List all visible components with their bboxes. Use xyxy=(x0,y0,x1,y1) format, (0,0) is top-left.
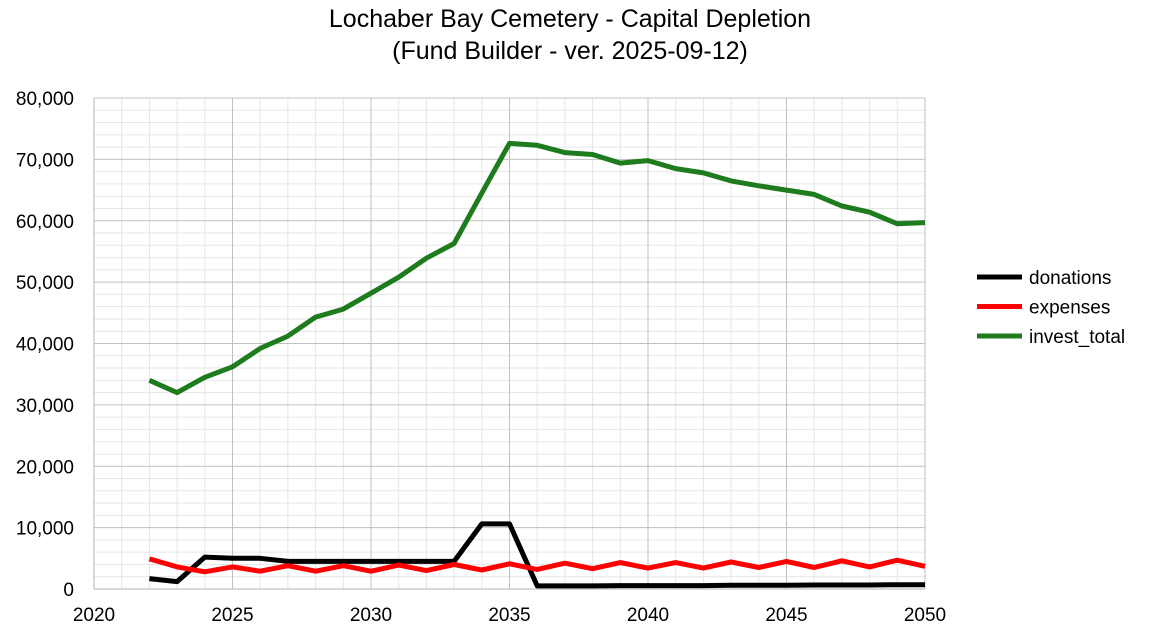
legend-label-invest_total: invest_total xyxy=(1029,327,1125,348)
y-tick-label: 60,000 xyxy=(16,212,74,233)
x-tick-label: 2045 xyxy=(765,605,807,626)
y-tick-label: 30,000 xyxy=(16,396,74,417)
y-tick-label: 70,000 xyxy=(16,150,74,171)
x-tick-label: 2020 xyxy=(73,605,115,626)
legend-label-expenses: expenses xyxy=(1029,298,1110,319)
y-tick-label: 20,000 xyxy=(16,457,74,478)
series-lines xyxy=(148,140,926,589)
x-tick-label: 2035 xyxy=(488,605,530,626)
x-tick-label: 2030 xyxy=(350,605,392,626)
tick-labels: 0 10,000 20,000 30,000 40,000 50,000 60,000 70,… xyxy=(16,89,946,626)
series-line-invest_total xyxy=(148,140,926,396)
y-tick-label: 40,000 xyxy=(16,335,74,356)
series-line-expenses xyxy=(148,556,926,575)
x-tick-label: 2050 xyxy=(904,605,946,626)
chart-title-line1: Lochaber Bay Cemetery - Capital Depletio… xyxy=(329,5,811,33)
x-tick-label: 2025 xyxy=(211,605,253,626)
legend-label-donations: donations xyxy=(1029,268,1111,289)
y-tick-label: 10,000 xyxy=(16,519,74,540)
series-line-donations xyxy=(149,521,925,589)
chart-title-line2: (Fund Builder - ver. 2025-09-12) xyxy=(392,37,748,65)
axes xyxy=(93,98,925,590)
y-tick-label: 50,000 xyxy=(16,273,74,294)
x-tick-label: 2040 xyxy=(627,605,669,626)
y-tick-label: 0 xyxy=(63,580,74,601)
legend: donations expenses invest_total xyxy=(977,268,1125,348)
y-tick-label: 80,000 xyxy=(16,89,74,110)
